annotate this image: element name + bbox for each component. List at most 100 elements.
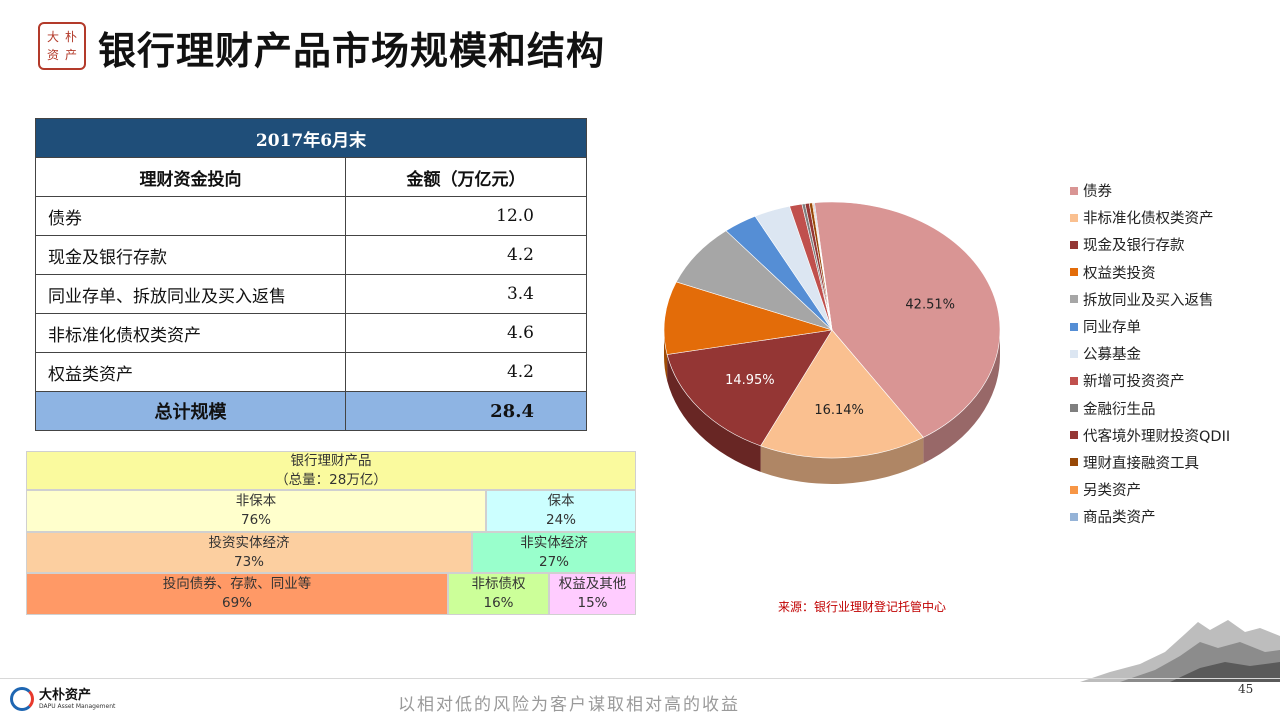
- ink-landscape-decoration: [1080, 620, 1280, 682]
- table-total-row: 总计规模 28.4: [35, 391, 587, 431]
- tree-label: 投资实体经济: [208, 534, 290, 551]
- tree-non-real-economy: 非实体经济 27%: [472, 532, 636, 573]
- pie-side-2: [667, 354, 761, 472]
- tree-guaranteed: 保本 24%: [486, 490, 636, 532]
- fund-allocation-table: 2017年6月末 理财资金投向 金额（万亿元） 债券 12.0 现金及银行存款 …: [35, 118, 587, 431]
- row-value: 4.6: [345, 313, 587, 353]
- legend-item: 另类资产: [1070, 476, 1230, 503]
- legend-swatch: [1070, 322, 1078, 331]
- legend-label: 拆放同业及买入返售: [1083, 292, 1214, 309]
- total-value: 28.4: [345, 391, 587, 431]
- legend-swatch: [1070, 458, 1078, 467]
- row-value: 4.2: [345, 352, 587, 392]
- pie-data-label-0: 42.51%: [905, 298, 955, 313]
- legend-item: 权益类投资: [1070, 259, 1230, 286]
- tree-label: 投向债券、存款、同业等: [162, 576, 312, 592]
- tree-nonstandard-debt: 非标债权 16%: [448, 573, 549, 615]
- legend-item: 商品类资产: [1070, 503, 1230, 530]
- legend-label: 非标准化债权类资产: [1083, 211, 1214, 228]
- legend-label: 新增可投资资产: [1083, 374, 1185, 391]
- logo-ring-icon: [10, 687, 34, 711]
- tree-label: 非实体经济: [520, 534, 588, 551]
- legend-swatch: [1070, 485, 1078, 494]
- table-header-use: 理财资金投向: [35, 157, 346, 197]
- tree-pct: 76%: [240, 512, 271, 528]
- seal-char: 朴: [64, 30, 77, 44]
- legend-swatch: [1070, 186, 1078, 195]
- tree-real-economy: 投资实体经济 73%: [26, 532, 472, 573]
- row-label: 同业存单、拆放同业及买入返售: [35, 274, 346, 314]
- legend-swatch: [1070, 431, 1078, 440]
- pie-side-0: [923, 330, 1000, 464]
- seal-logo: 大 朴 资 产: [38, 22, 86, 70]
- logo-en: DAPU Asset Management: [39, 702, 116, 710]
- tree-non-guaranteed: 非保本 76%: [26, 490, 486, 532]
- tree-label: 保本: [547, 493, 575, 509]
- legend-item: 同业存单: [1070, 313, 1230, 340]
- tree-pct: 24%: [545, 512, 576, 528]
- legend-swatch: [1070, 512, 1078, 521]
- legend-label: 权益类投资: [1083, 265, 1156, 282]
- row-value: 3.4: [345, 274, 587, 314]
- legend-swatch: [1070, 376, 1078, 385]
- tree-root: 银行理财产品 （总量：28万亿）: [26, 451, 636, 490]
- legend-label: 金融衍生品: [1083, 401, 1156, 418]
- legend-item: 非标准化债权类资产: [1070, 204, 1230, 231]
- tree-label: 非保本: [235, 493, 277, 509]
- legend-item: 新增可投资资产: [1070, 367, 1230, 394]
- logo-cn: 大朴资产: [39, 687, 92, 703]
- row-label: 权益类资产: [35, 352, 346, 392]
- company-logo: 大朴资产 DAPU Asset Management: [10, 687, 115, 711]
- source-note: 来源：银行业理财登记托管中心: [778, 600, 947, 614]
- row-value: 4.2: [345, 235, 587, 275]
- footer-divider: [0, 678, 1280, 679]
- legend-item: 公募基金: [1070, 340, 1230, 367]
- table-row: 现金及银行存款 4.2: [35, 235, 587, 275]
- tree-bonds-deposits: 投向债券、存款、同业等 69%: [26, 573, 448, 615]
- row-label: 非标准化债权类资产: [35, 313, 346, 353]
- legend-swatch: [1070, 349, 1078, 358]
- legend-item: 债券: [1070, 177, 1230, 204]
- tree-pct: 27%: [538, 553, 569, 570]
- tree-equity-other: 权益及其他 15%: [549, 573, 636, 615]
- legend-label: 同业存单: [1083, 320, 1141, 337]
- legend-swatch: [1070, 268, 1078, 277]
- pie-legend: 债券非标准化债权类资产 现金及银行存款 权益类投资拆放同业及买入返售 同业存单公募基金…: [1070, 177, 1230, 530]
- legend-label: 另类资产: [1083, 483, 1141, 500]
- legend-label: 债券: [1083, 184, 1112, 201]
- seal-char: 产: [64, 48, 77, 62]
- page-number: 45: [1238, 682, 1254, 696]
- seal-char: 资: [46, 48, 59, 62]
- table-row: 债券 12.0: [35, 196, 587, 236]
- row-label: 债券: [35, 196, 346, 236]
- tree-pct: 16%: [483, 595, 514, 611]
- tree-pct: 69%: [221, 595, 252, 611]
- tree-label: 权益及其他: [558, 576, 627, 592]
- legend-label: 代客境外理财投资QDII: [1083, 428, 1231, 445]
- table-row: 非标准化债权类资产 4.6: [35, 313, 587, 353]
- legend-swatch: [1070, 404, 1078, 413]
- footer-slogan: 以相对低的风险为客户谋取相对高的收益: [398, 695, 740, 715]
- legend-swatch: [1070, 240, 1078, 249]
- tree-pct: 73%: [233, 553, 264, 570]
- tree-root-sub: （总量：28万亿）: [275, 471, 387, 488]
- row-value: 12.0: [345, 196, 587, 236]
- pie-side-1: [760, 437, 924, 484]
- tree-label: 非标债权: [471, 576, 526, 592]
- table-row: 权益类资产 4.2: [35, 352, 587, 392]
- pie-slice-3: [663, 281, 833, 355]
- pie-slice-12: [813, 202, 833, 331]
- table-row: 同业存单、拆放同业及买入返售 3.4: [35, 274, 587, 314]
- allocation-pie-chart: 42.51% 16.14% 14.95%: [663, 201, 1001, 484]
- legend-item: 拆放同业及买入返售: [1070, 286, 1230, 313]
- legend-label: 现金及银行存款: [1083, 238, 1185, 255]
- pie-data-label-1: 16.14%: [814, 403, 864, 418]
- table-header-amount: 金额（万亿元）: [345, 157, 587, 197]
- tree-pct: 15%: [577, 595, 608, 611]
- total-label: 总计规模: [35, 391, 346, 431]
- tree-root-label: 银行理财产品: [290, 452, 372, 469]
- legend-label: 商品类资产: [1083, 510, 1156, 527]
- pie-slice-1: [760, 329, 924, 459]
- pie-data-label-2: 14.95%: [725, 373, 775, 388]
- row-label: 现金及银行存款: [35, 235, 346, 275]
